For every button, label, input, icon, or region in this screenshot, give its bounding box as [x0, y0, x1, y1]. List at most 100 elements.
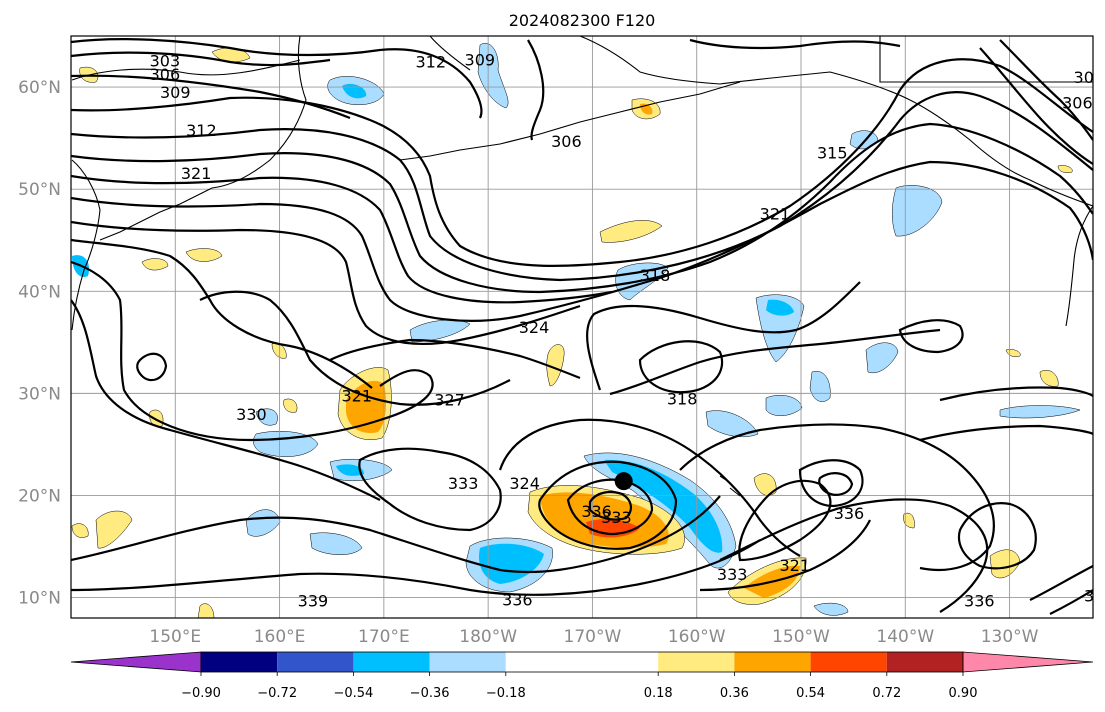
- contour-label: 324: [519, 318, 550, 337]
- map-frame: [70, 35, 1094, 619]
- colorbar-extend-low: [70, 651, 202, 673]
- colorbar: [70, 651, 1094, 673]
- shade-patch: [599, 220, 663, 243]
- contour-line: [1029, 565, 1093, 601]
- contour-label: 306: [1062, 93, 1093, 112]
- colorbar-tick-label: −0.54: [333, 686, 373, 701]
- contour-label: 306: [150, 65, 181, 84]
- shade-patch: [95, 510, 133, 549]
- colorbar-bin: [201, 652, 278, 672]
- contour-line: [71, 160, 1093, 322]
- contour-label: 333: [448, 474, 479, 493]
- x-tick-label: 160°E: [254, 627, 306, 647]
- contour-line: [71, 174, 613, 304]
- contour-line: [919, 424, 1093, 442]
- shade-patch: [546, 344, 565, 387]
- contour-label: 339: [1084, 587, 1105, 606]
- shade-patch: [346, 380, 386, 434]
- contour-line: [566, 478, 654, 536]
- contour-label: 342: [1091, 601, 1105, 620]
- contour-label: 336: [964, 592, 995, 611]
- shade-patch: [185, 248, 223, 262]
- chart-title: 2024082300 F120: [509, 11, 656, 30]
- contour-line: [818, 472, 854, 496]
- contour-line: [71, 122, 1093, 294]
- x-tick-label: 170°E: [358, 627, 410, 647]
- shade-patch: [892, 185, 943, 237]
- contour-line: [979, 47, 1093, 165]
- y-tick-label: 60°N: [18, 78, 61, 98]
- contour-line: [1049, 589, 1093, 615]
- contour-line: [638, 340, 724, 394]
- shade-patch: [766, 299, 794, 316]
- coastline-northwest-america: [1065, 205, 1093, 327]
- contour-label: 324: [509, 474, 540, 493]
- contour-label: 312: [1092, 64, 1105, 83]
- shade-patch: [336, 464, 364, 476]
- y-tick-label: 40°N: [18, 282, 61, 302]
- contour-label: 306: [551, 132, 582, 151]
- contour-line: [527, 39, 545, 141]
- y-tick-label: 30°N: [18, 384, 61, 404]
- colorbar-tick-label: −0.72: [257, 686, 297, 701]
- contour-line: [71, 74, 351, 120]
- shade-patch: [283, 398, 298, 413]
- colorbar-bin: [886, 652, 963, 672]
- coastline-japan: [71, 159, 101, 331]
- colorbar-tick-label: −0.36: [410, 686, 450, 701]
- colorbar-tick-label: 0.36: [720, 686, 749, 701]
- contour-line: [71, 539, 761, 596]
- colorbar-bin: [353, 652, 430, 672]
- boundary-box: [879, 36, 1093, 83]
- contour-line: [699, 519, 871, 592]
- shade-patch: [765, 395, 803, 416]
- contour-line: [136, 352, 168, 382]
- contour-label: 336: [581, 502, 612, 521]
- contour-line: [71, 220, 581, 345]
- shade-patch: [1039, 370, 1059, 387]
- contours: [71, 38, 1093, 615]
- shade-patch: [813, 602, 849, 616]
- contour-label: 303: [150, 52, 181, 71]
- contour-line: [498, 418, 801, 557]
- contour-line: [586, 281, 861, 391]
- contour-label: 309: [1074, 68, 1105, 87]
- colorbar-bin: [658, 652, 735, 672]
- x-tick-label: 130°W: [981, 627, 1039, 647]
- contour-line: [689, 38, 901, 50]
- contour-label: 321: [760, 205, 791, 224]
- colorbar-bin: [505, 652, 659, 672]
- contour-line: [71, 238, 373, 389]
- contour-label: 330: [236, 405, 267, 424]
- shade-patch: [309, 532, 363, 555]
- shade-patch: [865, 342, 899, 374]
- contour-line: [999, 39, 1093, 141]
- y-tick-label: 20°N: [18, 486, 61, 506]
- colorbar-tick-label: 0.90: [949, 686, 978, 701]
- contour-line: [71, 260, 434, 442]
- storm-center-marker: [614, 472, 633, 491]
- contour-label: 321: [779, 556, 810, 575]
- coastline-okhotsk: [71, 59, 301, 81]
- x-tick-label: 170°W: [564, 627, 622, 647]
- contour-line: [719, 498, 989, 613]
- contour-label: 321: [341, 386, 372, 405]
- shade-patch: [809, 370, 831, 402]
- shade-patch: [705, 410, 759, 437]
- contour-line: [358, 447, 502, 532]
- x-tick-label: 140°W: [876, 627, 934, 647]
- y-tick-label: 10°N: [18, 589, 61, 609]
- x-axis-ticks: 150°E 160°E 170°E 180°W 170°W 160°W 150°W 140°W…: [149, 627, 1038, 647]
- shade-patch: [604, 459, 723, 553]
- colorbar-bin: [429, 652, 506, 672]
- contour-label: 336: [502, 591, 533, 610]
- x-tick-label: 150°E: [149, 627, 201, 647]
- contour-line: [939, 386, 1093, 402]
- colorbar-tick-label: 0.54: [796, 686, 825, 701]
- contour-line: [329, 338, 581, 380]
- contour-label: 309: [465, 50, 496, 69]
- shade-patch: [753, 473, 777, 496]
